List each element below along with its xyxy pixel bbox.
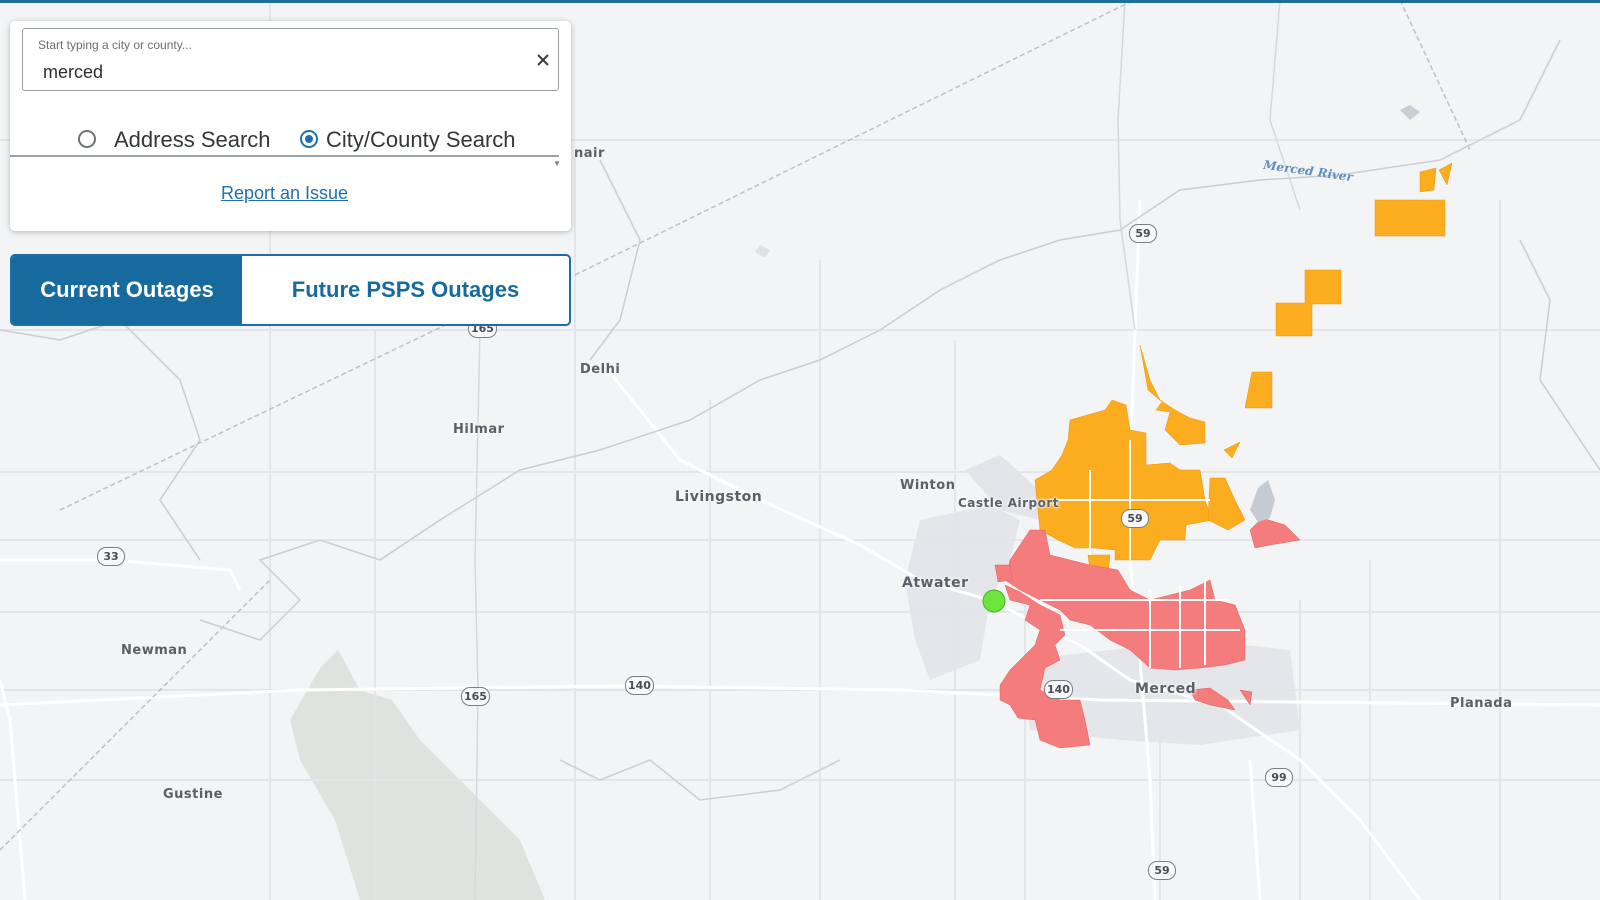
place-label-merced: Merced (1135, 681, 1197, 697)
search-input[interactable]: Start typing a city or county... merced (22, 28, 559, 91)
location-marker[interactable] (982, 589, 1006, 613)
highway-shield-99: 99 (1265, 768, 1293, 787)
place-label-winton: Winton (900, 478, 956, 493)
city-county-search-label[interactable]: City/County Search (326, 127, 516, 152)
park-area (290, 650, 545, 900)
place-label-livingston: Livingston (675, 489, 763, 505)
highway-shield-59: 59 (1148, 861, 1176, 880)
city-county-search-radio[interactable] (300, 130, 318, 148)
highway-shield-165: 165 (461, 687, 490, 706)
place-label-partial: nair (574, 146, 605, 161)
highway-shield-140: 140 (625, 676, 654, 695)
place-label-planada: Planada (1450, 696, 1513, 711)
highway-shield-59: 59 (1121, 509, 1149, 528)
tab-current-outages[interactable]: Current Outages (12, 256, 242, 324)
close-icon[interactable] (532, 49, 554, 71)
tab-future-psps-outages[interactable]: Future PSPS Outages (291, 277, 520, 302)
search-panel: Start typing a city or county... merced … (10, 21, 571, 231)
place-label-newman: Newman (121, 643, 188, 658)
top-accent-bar (0, 0, 1600, 3)
outage-tabs: Current Outages Future PSPS Outages (10, 254, 571, 326)
address-search-label[interactable]: Address Search (114, 127, 271, 152)
highway-shield-59: 59 (1129, 224, 1157, 243)
place-label-castle-airport: Castle Airport (958, 496, 1060, 510)
place-label-delhi: Delhi (580, 362, 621, 377)
place-label-hilmar: Hilmar (453, 422, 505, 437)
place-label-atwater: Atwater (902, 575, 969, 591)
report-issue-link[interactable]: Report an Issue (220, 183, 349, 203)
search-value[interactable]: merced (43, 62, 104, 82)
scroll-down-icon[interactable]: ▼ (553, 159, 561, 168)
search-placeholder: Start typing a city or county... (38, 38, 192, 52)
panel-divider (10, 155, 559, 157)
place-label-gustine: Gustine (163, 787, 223, 802)
address-search-radio[interactable] (78, 130, 96, 148)
highway-shield-140: 140 (1044, 680, 1073, 699)
highway-shield-33: 33 (97, 547, 125, 566)
future-outage-areas[interactable] (1034, 162, 1453, 576)
